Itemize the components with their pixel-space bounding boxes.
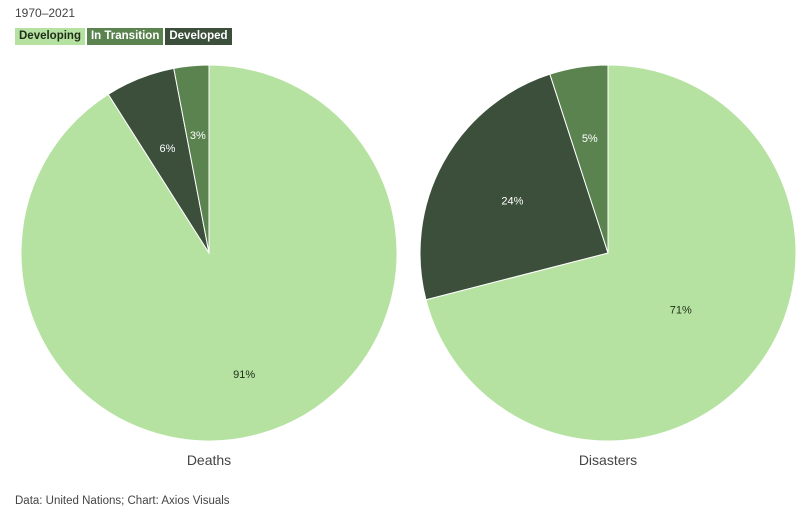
source-note: Data: United Nations; Chart: Axios Visua… xyxy=(15,495,230,507)
pie-slice-in-transition xyxy=(173,64,210,254)
pie-slice-developing xyxy=(425,64,797,442)
slice-label-developed: 24% xyxy=(501,195,523,207)
legend-item-developing: Developing xyxy=(15,28,85,45)
slice-label-in-transition: 3% xyxy=(190,130,206,142)
slice-label-developing: 71% xyxy=(670,304,692,316)
slice-label-in-transition: 5% xyxy=(582,133,598,145)
pie-chart-deaths: 91% 6% 3% Deaths xyxy=(20,64,398,468)
slice-label-developed: 6% xyxy=(160,143,176,155)
legend-item-developed: Developed xyxy=(165,28,232,45)
slice-label-developing: 91% xyxy=(233,369,255,381)
pie-slice-in-transition xyxy=(549,64,609,254)
legend: Developing In Transition Developed xyxy=(15,28,232,45)
pie-chart-disasters: 71% 24% 5% Disasters xyxy=(419,64,797,468)
pie-slice-developed xyxy=(419,73,609,301)
pie-caption-deaths: Deaths xyxy=(187,452,231,468)
chart-subtitle: 1970–2021 xyxy=(15,6,76,20)
legend-item-in-transition: In Transition xyxy=(86,28,164,45)
pie-caption-disasters: Disasters xyxy=(579,452,637,468)
